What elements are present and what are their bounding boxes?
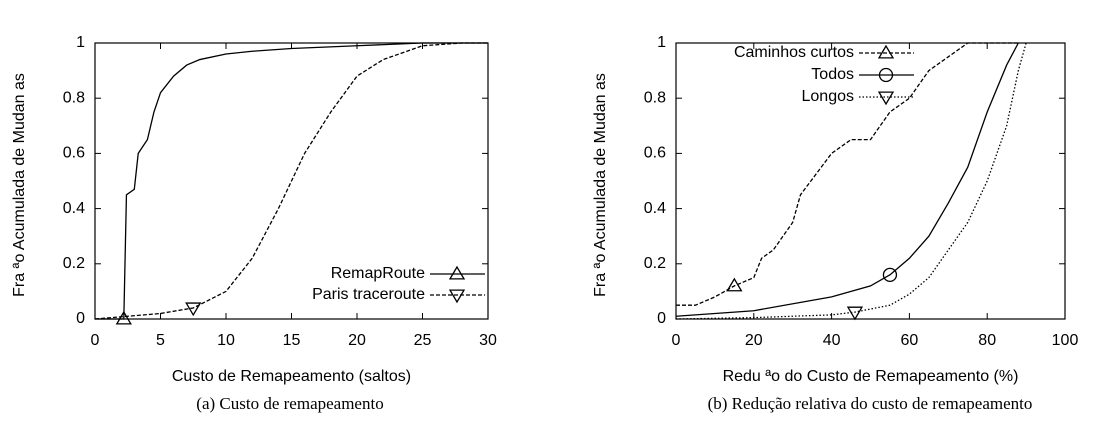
x-tick-label: 30 bbox=[479, 332, 497, 349]
x-tick-label: 40 bbox=[823, 332, 841, 349]
legend-label: Todos bbox=[811, 66, 854, 83]
legend-marker bbox=[878, 67, 894, 83]
y-tick-label: 0.6 bbox=[63, 145, 85, 162]
series-line bbox=[94, 42, 488, 320]
x-tick-label: 10 bbox=[217, 332, 235, 349]
legend-label: Paris traceroute bbox=[312, 286, 425, 303]
y-tick-label: 0 bbox=[657, 310, 666, 327]
marker bbox=[726, 277, 743, 292]
caption: (a) Custo de remapeamento bbox=[196, 394, 383, 413]
series-line bbox=[675, 42, 1027, 320]
legend-label: Longos bbox=[802, 88, 855, 105]
y-tick-label: 0.4 bbox=[63, 200, 85, 217]
x-axis-label: Custo de Remapeamento (saltos) bbox=[172, 368, 411, 385]
y-tick-label: 1 bbox=[76, 34, 85, 51]
marker bbox=[846, 306, 864, 321]
series-line bbox=[675, 42, 1019, 317]
y-tick-label: 1 bbox=[657, 34, 666, 51]
x-tick-label: 60 bbox=[901, 332, 919, 349]
legend-marker bbox=[448, 289, 466, 304]
legend-marker bbox=[448, 265, 466, 280]
y-tick-label: 0 bbox=[76, 310, 85, 327]
x-tick-label: 0 bbox=[672, 332, 681, 349]
legend-marker bbox=[877, 91, 895, 106]
x-tick-label: 20 bbox=[348, 332, 366, 349]
marker bbox=[185, 302, 202, 317]
y-tick-label: 0.8 bbox=[63, 89, 85, 106]
legend-label: RemapRoute bbox=[331, 265, 425, 282]
caption: (b) Redução relativa do custo de remapea… bbox=[708, 394, 1033, 413]
x-tick-label: 20 bbox=[745, 332, 763, 349]
legend-marker bbox=[877, 44, 895, 59]
marker bbox=[115, 310, 132, 325]
x-tick-label: 25 bbox=[414, 332, 432, 349]
x-tick-label: 15 bbox=[283, 332, 301, 349]
y-axis-label: Fra ªo Acumulada de Mudan as bbox=[592, 73, 609, 297]
series-line bbox=[95, 42, 488, 320]
x-axis-label: Redu ªo do Custo de Remapeamento (%) bbox=[723, 368, 1019, 385]
plot-frame bbox=[675, 42, 1066, 320]
legend-label: Caminhos curtos bbox=[734, 44, 854, 61]
y-tick-label: 0.2 bbox=[644, 255, 666, 272]
marker bbox=[882, 267, 898, 282]
x-tick-label: 100 bbox=[1052, 332, 1079, 349]
y-tick-label: 0.8 bbox=[644, 89, 666, 106]
y-axis-label: Fra ªo Acumulada de Mudan as bbox=[11, 73, 28, 297]
x-tick-label: 0 bbox=[91, 332, 100, 349]
x-tick-label: 5 bbox=[156, 332, 165, 349]
y-tick-label: 0.2 bbox=[63, 255, 85, 272]
x-tick-label: 80 bbox=[978, 332, 996, 349]
y-tick-label: 0.4 bbox=[644, 200, 666, 217]
y-tick-label: 0.6 bbox=[644, 145, 666, 162]
series-line bbox=[676, 42, 1019, 306]
